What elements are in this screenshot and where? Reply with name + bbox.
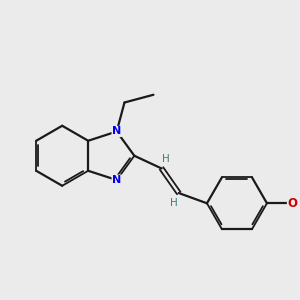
Text: H: H <box>162 154 170 164</box>
Text: H: H <box>170 198 178 208</box>
Text: O: O <box>287 197 298 210</box>
Text: N: N <box>112 127 121 136</box>
Text: N: N <box>112 175 121 185</box>
